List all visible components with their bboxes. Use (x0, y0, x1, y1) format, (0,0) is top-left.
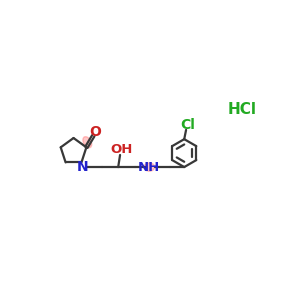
Text: NH: NH (138, 160, 160, 174)
Text: N: N (76, 160, 88, 174)
Text: HCl: HCl (228, 102, 256, 117)
Text: OH: OH (110, 143, 132, 156)
Ellipse shape (144, 163, 155, 171)
Text: O: O (90, 124, 102, 139)
Ellipse shape (83, 137, 92, 148)
Text: Cl: Cl (180, 118, 195, 132)
